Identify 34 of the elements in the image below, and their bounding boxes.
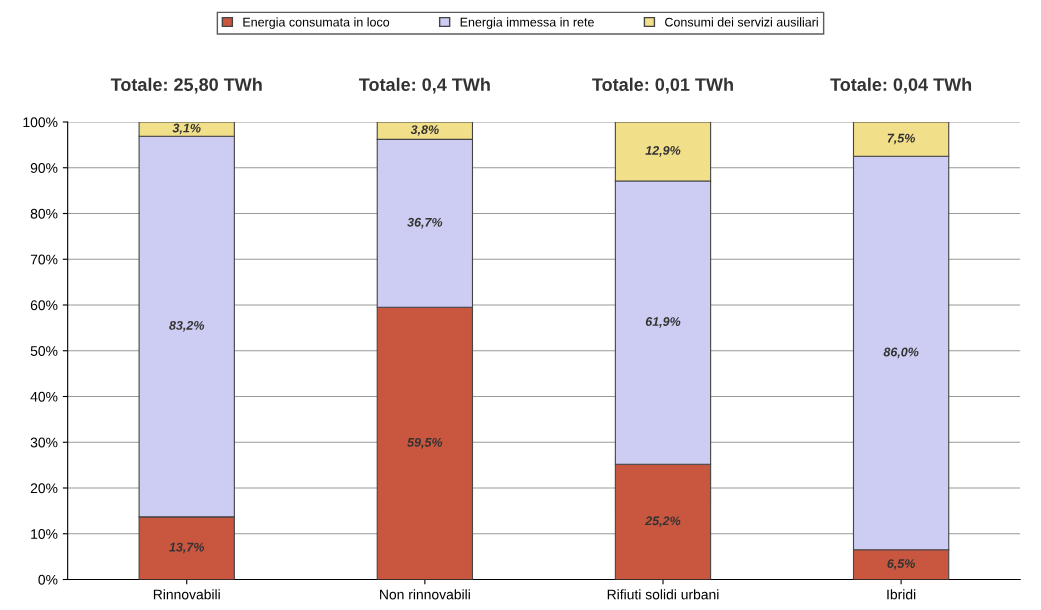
y-tick-label: 40% — [30, 391, 58, 402]
legend-label: Energia immessa in rete — [460, 17, 594, 29]
text: Totale: 0,01 TWh — [592, 77, 733, 94]
x-tick-label: Rifiuti solidi urbani — [607, 589, 719, 600]
data-label: 83,2% — [169, 321, 205, 332]
text: Totale: 0,4 TWh — [359, 77, 490, 94]
data-label: 7,5% — [887, 133, 916, 145]
data-label: 6,5% — [887, 559, 916, 570]
data-label: 3,8% — [410, 125, 439, 136]
text: Totale: 0,04 TWh — [830, 77, 972, 94]
y-tick-label: 60% — [30, 300, 58, 311]
y-tick-label: 80% — [30, 208, 58, 219]
y-tick-label: 30% — [30, 437, 58, 448]
y-tick-label: 50% — [30, 346, 58, 356]
y-tick-label: 20% — [30, 483, 58, 494]
y-tick-label: 70% — [30, 254, 58, 265]
y-tick-label: 90% — [30, 163, 58, 173]
data-label: 86,0% — [883, 347, 919, 359]
data-label: 61,9% — [645, 317, 681, 328]
data-label: 36,7% — [407, 217, 443, 229]
data-label: 13,7% — [169, 542, 205, 554]
legend-label: Consumi dei servizi ausiliari — [665, 17, 818, 27]
y-tick-label: 10% — [31, 529, 58, 539]
data-label: 3,1% — [172, 123, 201, 135]
x-tick-label: Non rinnovabili — [380, 589, 470, 600]
text: Totale: 25,80 TWh — [110, 77, 262, 94]
x-tick-label: Ibridi — [887, 589, 916, 600]
data-label: 12,9% — [645, 146, 681, 157]
x-tick-label: Rinnovabili — [153, 589, 220, 600]
legend-label: Energia consumata in loco — [243, 17, 390, 29]
y-tick-label: 100% — [23, 117, 58, 128]
y-tick-label: 0% — [38, 574, 58, 585]
data-label: 25,2% — [645, 516, 681, 528]
data-label: 59,5% — [407, 437, 443, 449]
